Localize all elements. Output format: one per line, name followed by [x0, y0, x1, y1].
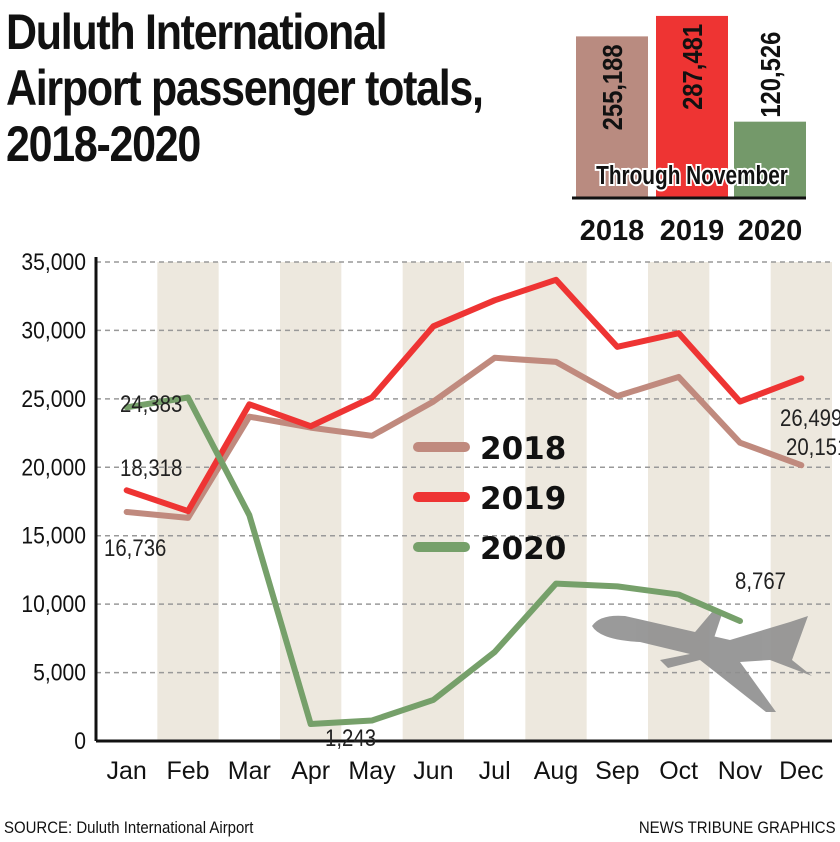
legend-label: 2018 — [480, 431, 566, 467]
data-label: 1,243 — [325, 724, 376, 751]
x-tick-label: Nov — [718, 757, 763, 785]
x-tick-label: May — [348, 757, 396, 785]
inset-bar-value: 255,188 — [596, 44, 628, 130]
credit: NEWS TRIBUNE GRAPHICS — [639, 818, 836, 837]
source-note: SOURCE: Duluth International Airport — [4, 818, 254, 837]
data-label: 20,151 — [786, 433, 840, 460]
x-tick-label: Jun — [413, 757, 453, 785]
series-line-2019 — [123, 276, 805, 515]
airplane-wing — [690, 612, 722, 644]
chart-title: Duluth International Airport passenger t… — [6, 4, 484, 172]
x-tick-label: Mar — [228, 757, 271, 785]
x-tick-label: Oct — [659, 757, 698, 785]
inset-year-label: 2020 — [738, 215, 803, 247]
inset-note: Through November — [596, 161, 788, 190]
y-tick-label: 15,000 — [21, 522, 86, 549]
x-tick-label: Apr — [291, 757, 330, 785]
x-tick-label: Feb — [166, 757, 209, 785]
x-tick-label: Sep — [595, 757, 639, 785]
y-tick-label: 25,000 — [21, 386, 86, 413]
y-tick-label: 5,000 — [33, 659, 86, 686]
inset-bar-2018 — [576, 36, 648, 198]
y-tick-label: 30,000 — [21, 317, 86, 344]
inset-bar-2019 — [656, 15, 728, 199]
data-label: 26,499 — [780, 404, 840, 431]
x-tick-label: Aug — [534, 757, 578, 785]
airplane-icon — [592, 612, 812, 712]
series-line-2018 — [123, 354, 805, 521]
y-tick-label: 0 — [74, 728, 86, 755]
column-band — [280, 262, 342, 741]
y-tick-label: 20,000 — [21, 454, 86, 481]
x-tick-label: Dec — [779, 757, 823, 785]
legend-label: 2019 — [480, 481, 566, 517]
data-label: 24,383 — [120, 390, 182, 417]
x-tick-label: Jul — [479, 757, 511, 785]
inset-year-label: 2018 — [580, 215, 645, 247]
y-tick-label: 10,000 — [21, 591, 86, 618]
y-tick-label: 35,000 — [21, 249, 86, 276]
inset-bar-value: 120,526 — [754, 32, 786, 118]
column-band — [525, 262, 587, 741]
x-tick-label: Jan — [107, 757, 147, 785]
legend-label: 2020 — [480, 531, 566, 567]
inset-bar-value: 287,481 — [676, 24, 708, 110]
inset-year-label: 2019 — [660, 215, 725, 247]
data-label: 18,318 — [120, 454, 182, 481]
data-label: 8,767 — [735, 567, 786, 594]
data-label: 16,736 — [104, 534, 166, 561]
inset-bar-2020 — [734, 121, 806, 198]
airplane-body — [592, 615, 812, 712]
